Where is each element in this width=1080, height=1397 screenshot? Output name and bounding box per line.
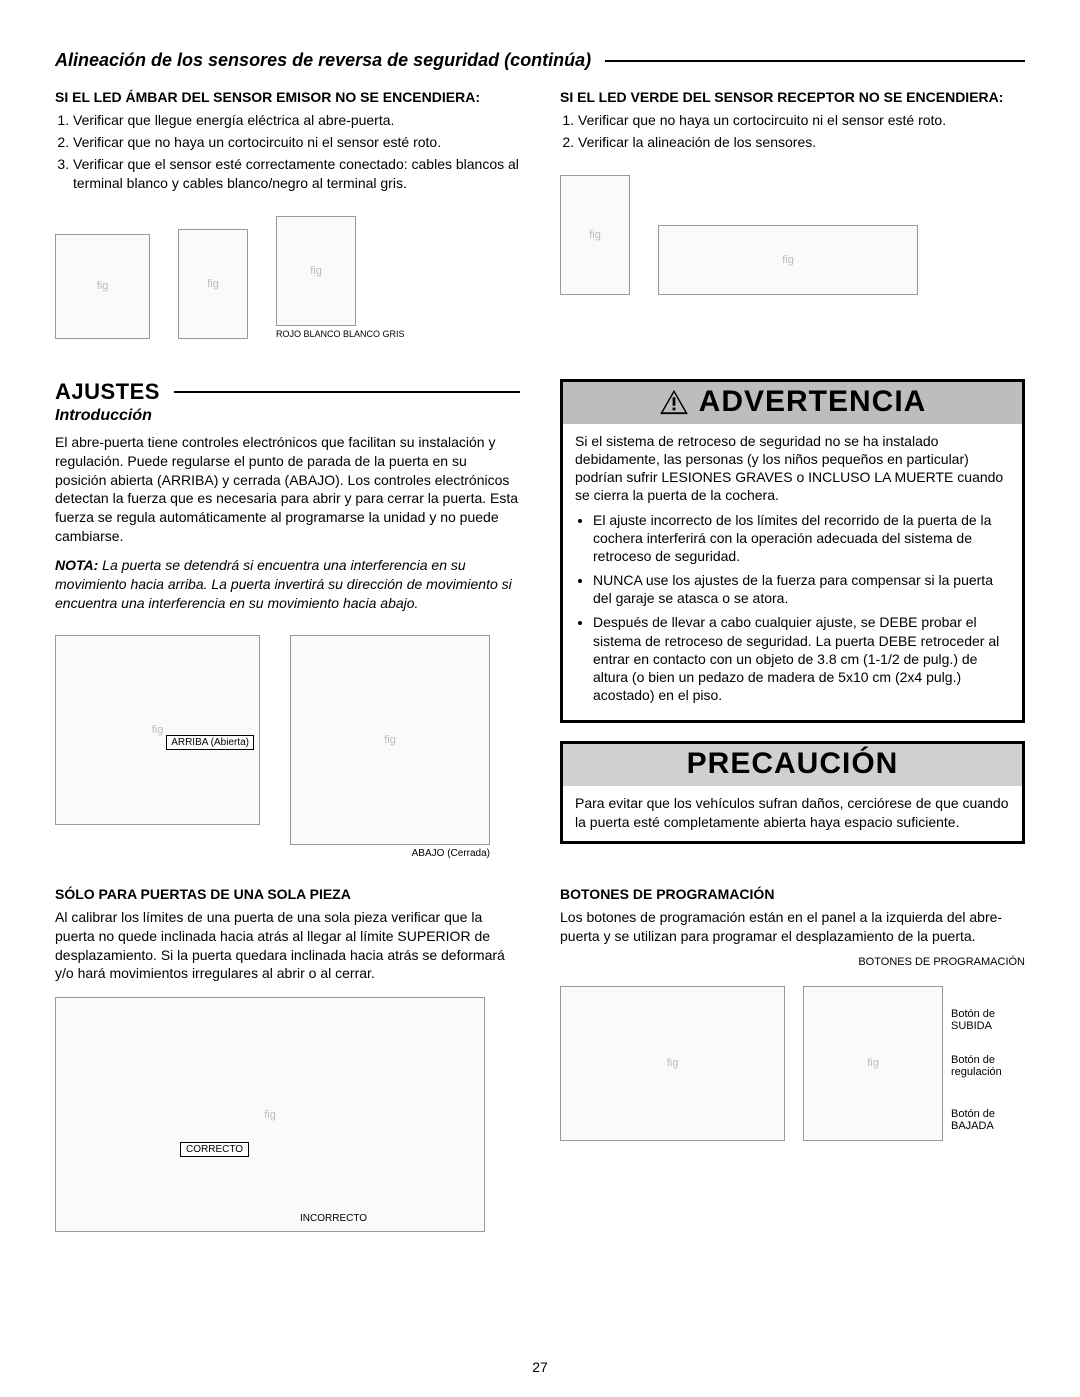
outlet-figure: fig [55,234,150,339]
amber-heading: SI EL LED ÁMBAR DEL SENSOR EMISOR NO SE … [55,89,520,105]
advertencia-header: ADVERTENCIA [563,382,1022,424]
advertencia-bullet: Después de llevar a cabo cualquier ajust… [593,613,1010,704]
botones-heading: BOTONES DE PROGRAMACIÓN [560,886,1025,902]
green-list: Verificar que no haya un cortocircuito n… [560,111,1025,151]
nota-text: La puerta se detendrá si encuentra una i… [55,557,512,611]
precaucion-box: PRECAUCIÓN Para evitar que los vehículos… [560,741,1025,843]
broken-wire-figure: fig [178,229,248,339]
page-number: 27 [0,1359,1080,1375]
alerts-column: ADVERTENCIA Si el sistema de retroceso d… [560,379,1025,862]
amber-item: Verificar que no haya un cortocircuito n… [73,133,520,151]
ajustes-intro-label: Introducción [55,407,520,425]
warning-icon [659,389,689,415]
correcto-label: CORRECTO [180,1142,249,1157]
amber-figures: fig fig fig ROJO BLANCO BLANCO GRIS [55,216,520,339]
terminal-figure-wrap: fig ROJO BLANCO BLANCO GRIS [276,216,405,339]
regulacion-callout: Botón de regulación [951,1054,1021,1079]
solo-figure-wrap: fig CORRECTO INCORRECTO [55,997,520,1232]
abajo-label: ABAJO (Cerrada) [412,848,490,859]
ajustes-column: AJUSTES Introducción El abre-puerta tien… [55,379,520,862]
sensor-led-columns: SI EL LED ÁMBAR DEL SENSOR EMISOR NO SE … [55,89,1025,339]
advertencia-bullet: NUNCA use los ajustes de la fuerza para … [593,571,1010,607]
advertencia-body: Si el sistema de retroceso de seguridad … [563,424,1022,721]
ajustes-para1: El abre-puerta tiene controles electróni… [55,433,520,546]
door-open-figure: fig [55,635,260,825]
solo-heading: SÓLO PARA PUERTAS DE UNA SOLA PIEZA [55,886,520,902]
amber-column: SI EL LED ÁMBAR DEL SENSOR EMISOR NO SE … [55,89,520,339]
botones-column: BOTONES DE PROGRAMACIÓN Los botones de p… [560,886,1025,1233]
botones-para: Los botones de programación están en el … [560,908,1025,946]
amber-item: Verificar que el sensor esté correctamen… [73,155,520,191]
solo-para: Al calibrar los límites de una puerta de… [55,908,520,984]
opener-unit-figure: fig [560,986,785,1141]
button-panel-figure: fig [803,986,943,1141]
bajada-callout: Botón de BAJADA [951,1108,1021,1133]
advertencia-title: ADVERTENCIA [699,385,927,419]
botones-figures: fig fig Botón de SUBIDA Botón de regulac… [560,986,1025,1141]
wire-color-labels: ROJO BLANCO BLANCO GRIS [276,330,405,339]
button-panel-wrap: fig Botón de SUBIDA Botón de regulación … [803,986,1025,1141]
subida-callout: Botón de SUBIDA [951,1008,1021,1033]
door-closed-fig: fig ABAJO (Cerrada) [290,635,490,845]
page-title: Alineación de los sensores de reversa de… [55,50,605,71]
nota-label: NOTA: [55,557,98,573]
green-heading: SI EL LED VERDE DEL SENSOR RECEPTOR NO S… [560,89,1025,105]
door-figures: fig ARRIBA (Abierta) fig ABAJO (Cerrada) [55,635,520,845]
door-closed-figure: fig [290,635,490,845]
ajustes-rule [174,391,520,393]
advertencia-bullet: El ajuste incorrecto de los límites del … [593,511,1010,566]
ajustes-heading: AJUSTES [55,379,174,405]
precaucion-body: Para evitar que los vehículos sufran dañ… [563,786,1022,840]
ajustes-nota: NOTA: La puerta se detendrá si encuentra… [55,556,520,613]
sensor-alignment-figure: fig [658,225,918,295]
solo-figure: fig [55,997,485,1232]
advertencia-intro: Si el sistema de retroceso de seguridad … [575,432,1010,505]
solo-column: SÓLO PARA PUERTAS DE UNA SOLA PIEZA Al c… [55,886,520,1233]
precaucion-header: PRECAUCIÓN [563,744,1022,786]
green-figures: fig fig [560,175,1025,295]
incorrecto-label: INCORRECTO [300,1213,367,1224]
bottom-row: SÓLO PARA PUERTAS DE UNA SOLA PIEZA Al c… [55,886,1025,1233]
middle-row: AJUSTES Introducción El abre-puerta tien… [55,379,1025,862]
door-open-fig: fig ARRIBA (Abierta) [55,635,260,845]
advertencia-box: ADVERTENCIA Si el sistema de retroceso d… [560,379,1025,724]
green-column: SI EL LED VERDE DEL SENSOR RECEPTOR NO S… [560,89,1025,339]
terminal-figure: fig [276,216,356,326]
title-rule [605,60,1025,62]
broken-wire-figure-2: fig [560,175,630,295]
advertencia-list: El ajuste incorrecto de los límites del … [575,511,1010,705]
green-item: Verificar la alineación de los sensores. [578,133,1025,151]
arriba-label: ARRIBA (Abierta) [166,735,254,750]
green-item: Verificar que no haya un cortocircuito n… [578,111,1025,129]
amber-list: Verificar que llegue energía eléctrica a… [55,111,520,192]
botones-panel-title: BOTONES DE PROGRAMACIÓN [560,956,1025,968]
precaucion-title: PRECAUCIÓN [687,747,899,781]
amber-item: Verificar que llegue energía eléctrica a… [73,111,520,129]
